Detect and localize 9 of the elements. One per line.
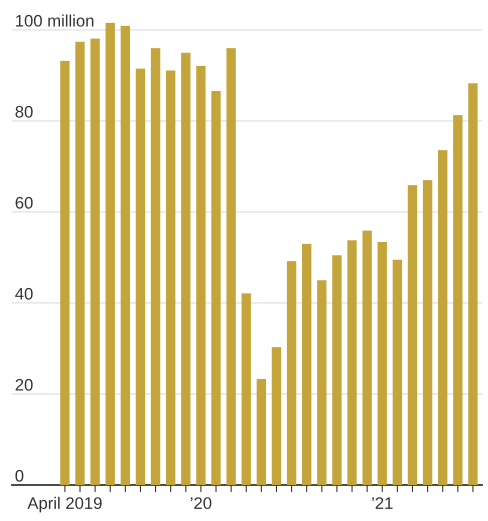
y-tick-label: 80	[16, 106, 33, 118]
x-tick-label: ’21	[372, 497, 393, 509]
y-tick-label: 20	[16, 378, 33, 391]
y-tick-label: 100 million	[16, 14, 94, 27]
y-tick-label: 60	[16, 196, 33, 209]
y-tick-label: 40	[15, 288, 33, 300]
y-tick-label: 0	[15, 470, 24, 482]
x-tick-label: ’20	[190, 497, 212, 510]
x-tick-label: April 2019	[27, 496, 102, 512]
